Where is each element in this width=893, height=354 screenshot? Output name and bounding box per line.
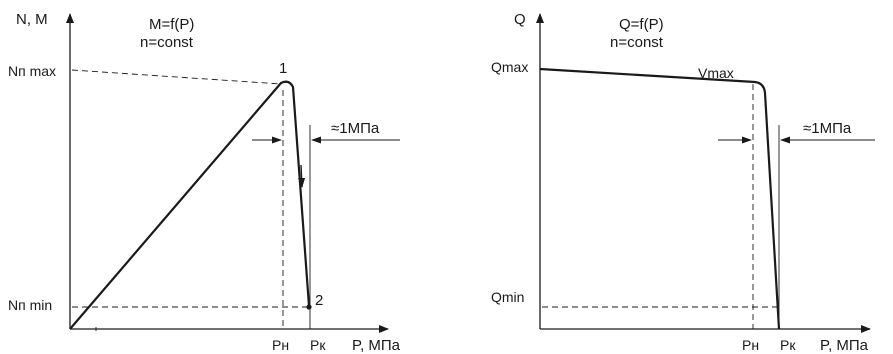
right-condition: n=const — [610, 34, 664, 51]
left-pn-label: Pн — [272, 337, 289, 353]
left-power-curve — [69, 80, 311, 330]
right-pn-label: Pн — [742, 337, 759, 353]
left-point-2-dot — [306, 304, 312, 310]
right-pk-label: Pк — [780, 337, 796, 353]
right-formula: Q=f(P) — [619, 16, 664, 33]
left-formula: M=f(P) — [149, 16, 194, 33]
left-nmax-dashline — [71, 69, 282, 85]
left-point-2-label: 2 — [315, 292, 323, 309]
left-delta-label: ≈1МПа — [331, 120, 380, 137]
right-y-axis-label: Q — [514, 11, 526, 28]
left-nmax-label: Nп max — [8, 63, 56, 79]
left-condition: n=const — [140, 34, 194, 51]
left-y-axis-label: N, M — [16, 11, 48, 28]
right-flow-curve — [539, 67, 781, 330]
left-graph: N, M M=f(P) n=const Nп max Nп min 1 2 ≈1… — [8, 11, 401, 354]
left-point-1-label: 1 — [279, 60, 287, 77]
right-delta-label: ≈1МПа — [803, 120, 852, 137]
right-vmax-label: Vmax — [698, 65, 734, 81]
right-x-axis-label: P, МПа — [820, 337, 869, 354]
left-curve-direction-arrow — [298, 164, 306, 188]
right-graph: Q Q=f(P) n=const Qmax Qmin Vmax ≈1МПа Pн… — [491, 11, 875, 354]
left-nmin-label: Nп min — [8, 297, 52, 313]
left-x-axis-label: P, МПа — [352, 337, 401, 354]
left-pk-label: Pк — [310, 337, 326, 353]
right-qmin-label: Qmin — [491, 289, 524, 305]
right-qmax-label: Qmax — [491, 59, 528, 75]
